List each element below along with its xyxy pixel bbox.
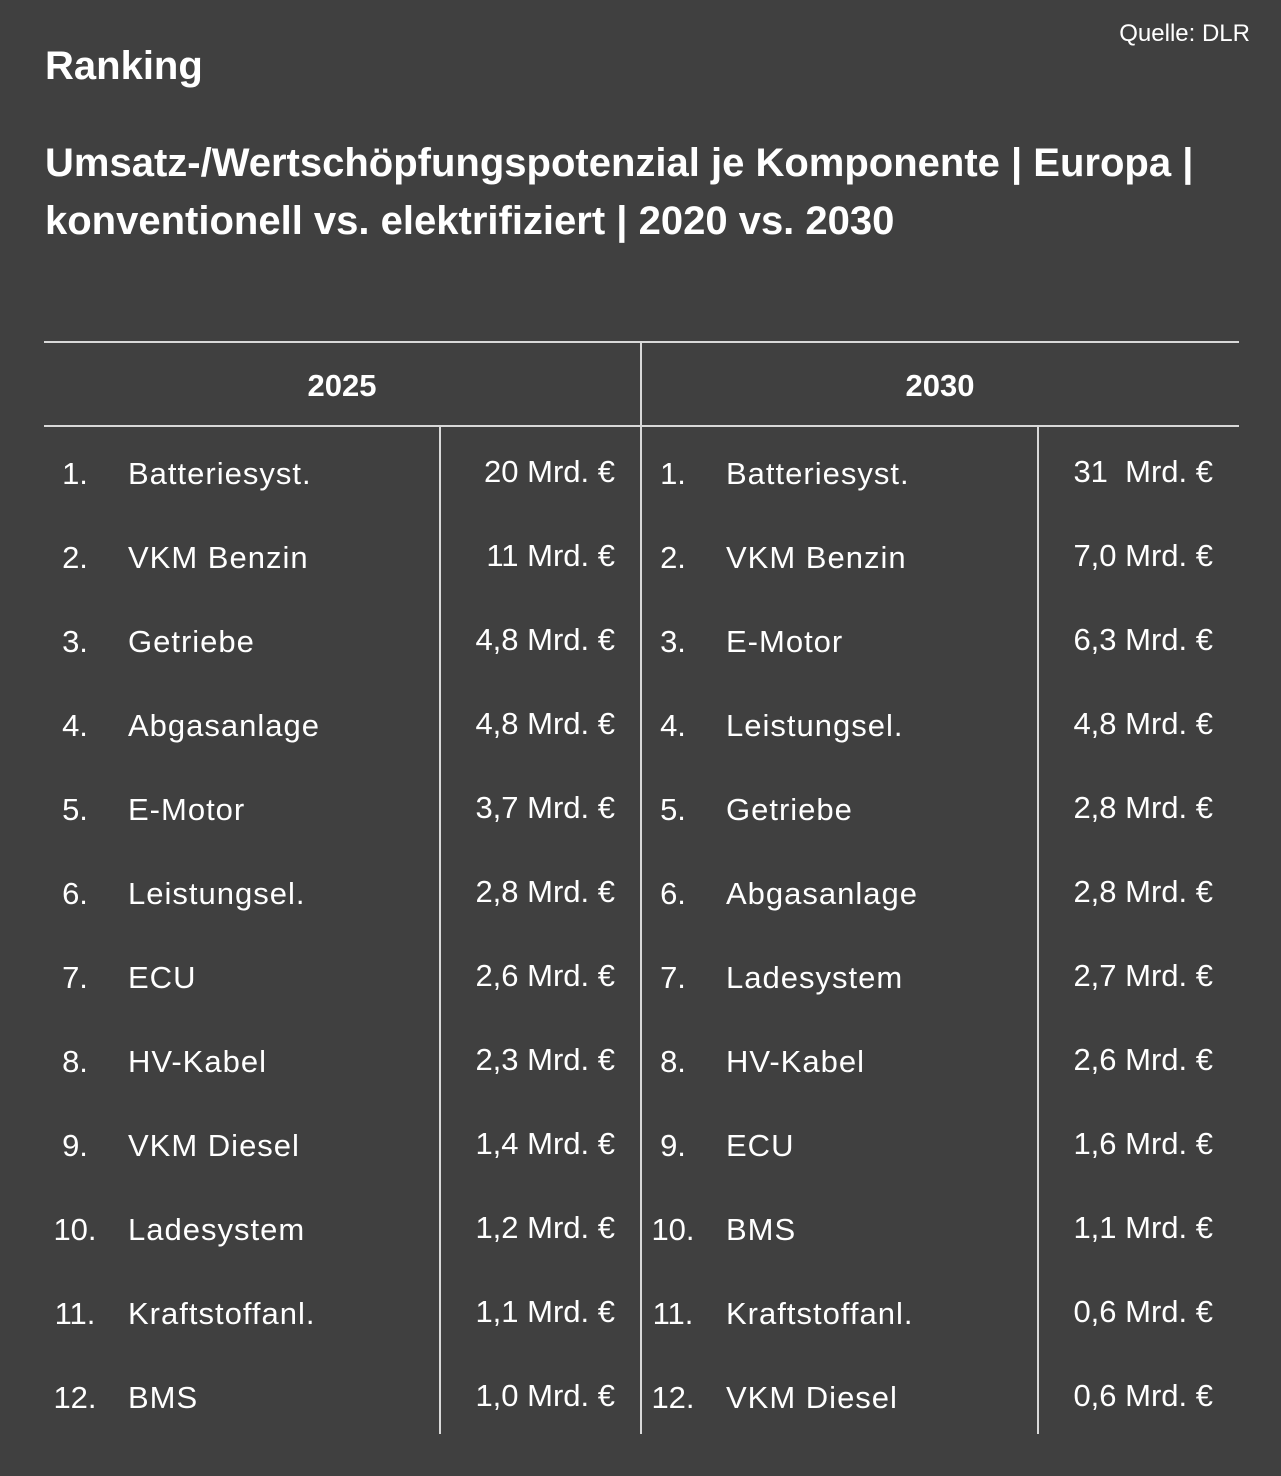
rank-2025-12: 12. [53,1380,97,1415]
component-2030-6: Abgasanlage [726,876,918,911]
component-2025-4: Abgasanlage [128,708,320,743]
component-2025-3: Getriebe [128,624,255,659]
rank-2025-9: 9. [62,1128,88,1163]
value-2025-3: 4,8 Mrd. € [475,622,615,657]
rank-2030-5: 5. [660,792,686,827]
value-2030-1: 31 Mrd. € [1073,454,1213,489]
rank-2025-11: 11. [54,1296,96,1331]
component-2025-5: E-Motor [128,792,246,827]
value-2025-9: 1,4 Mrd. € [475,1126,615,1161]
value-2025-8: 2,3 Mrd. € [475,1042,615,1077]
value-2030-11: 0,6 Mrd. € [1073,1294,1213,1329]
component-2025-7: ECU [128,960,197,995]
rank-2030-8: 8. [660,1044,686,1079]
rank-2030-1: 1. [660,456,686,491]
component-2030-2: VKM Benzin [726,540,907,575]
component-2025-2: VKM Benzin [128,540,309,575]
rank-2030-12: 12. [651,1380,695,1415]
value-2030-8: 2,6 Mrd. € [1073,1042,1213,1077]
component-2030-7: Ladesystem [726,960,904,995]
rank-2025-6: 6. [62,876,88,911]
rank-2025-1: 1. [62,456,88,491]
value-2025-5: 3,7 Mrd. € [475,790,615,825]
year-header-2030: 2030 [905,368,975,403]
source-note: Quelle: DLR [1119,20,1250,47]
rank-2030-4: 4. [660,708,686,743]
value-2025-1: 20 Mrd. € [484,454,615,489]
value-2025-7: 2,6 Mrd. € [475,958,615,993]
rank-2030-7: 7. [660,960,686,995]
component-2030-1: Batteriesyst. [726,456,910,491]
value-2025-11: 1,1 Mrd. € [475,1294,615,1329]
value-2030-6: 2,8 Mrd. € [1073,874,1213,909]
value-2025-4: 4,8 Mrd. € [475,706,615,741]
component-2030-12: VKM Diesel [726,1380,898,1415]
rank-2025-10: 10. [53,1212,97,1247]
rank-2025-2: 2. [62,540,88,575]
value-2030-12: 0,6 Mrd. € [1073,1378,1213,1413]
value-2025-10: 1,2 Mrd. € [475,1210,615,1245]
column-divider-values-2025 [439,426,441,1434]
rank-2025-3: 3. [62,624,88,659]
component-2025-11: Kraftstoffanl. [128,1296,316,1331]
rank-2025-7: 7. [62,960,88,995]
value-2030-9: 1,6 Mrd. € [1073,1126,1213,1161]
component-2030-3: E-Motor [726,624,844,659]
component-2025-8: HV-Kabel [128,1044,267,1079]
value-2025-12: 1,0 Mrd. € [475,1378,615,1413]
rank-2030-10: 10. [651,1212,695,1247]
value-2030-7: 2,7 Mrd. € [1073,958,1213,993]
component-2030-4: Leistungsel. [726,708,904,743]
component-2030-10: BMS [726,1212,797,1247]
value-2030-5: 2,8 Mrd. € [1073,790,1213,825]
rank-2030-9: 9. [660,1128,686,1163]
column-divider-values-2030 [1037,426,1039,1434]
value-2030-2: 7,0 Mrd. € [1073,538,1213,573]
rank-2025-5: 5. [62,792,88,827]
year-header-2025: 2025 [307,368,377,403]
component-2030-5: Getriebe [726,792,853,827]
value-2030-10: 1,1 Mrd. € [1073,1210,1213,1245]
component-2025-6: Leistungsel. [128,876,306,911]
rank-2030-3: 3. [660,624,686,659]
component-2025-12: BMS [128,1380,199,1415]
component-2030-11: Kraftstoffanl. [726,1296,914,1331]
component-2030-8: HV-Kabel [726,1044,865,1079]
component-2025-9: VKM Diesel [128,1128,300,1163]
rank-2025-8: 8. [62,1044,88,1079]
value-2025-2: 11 Mrd. € [486,538,615,573]
component-2025-1: Batteriesyst. [128,456,312,491]
rank-2025-4: 4. [62,708,88,743]
value-2025-6: 2,8 Mrd. € [475,874,615,909]
kicker-label: Ranking [45,44,203,88]
column-divider-center [640,342,642,1434]
component-2025-10: Ladesystem [128,1212,306,1247]
chart-title: Umsatz-/Wertschöpfungspotenzial je Kompo… [45,141,1194,243]
rank-2030-11: 11. [652,1296,694,1331]
value-2030-4: 4,8 Mrd. € [1073,706,1213,741]
rank-2030-6: 6. [660,876,686,911]
component-2030-9: ECU [726,1128,795,1163]
value-2030-3: 6,3 Mrd. € [1073,622,1213,657]
rank-2030-2: 2. [660,540,686,575]
